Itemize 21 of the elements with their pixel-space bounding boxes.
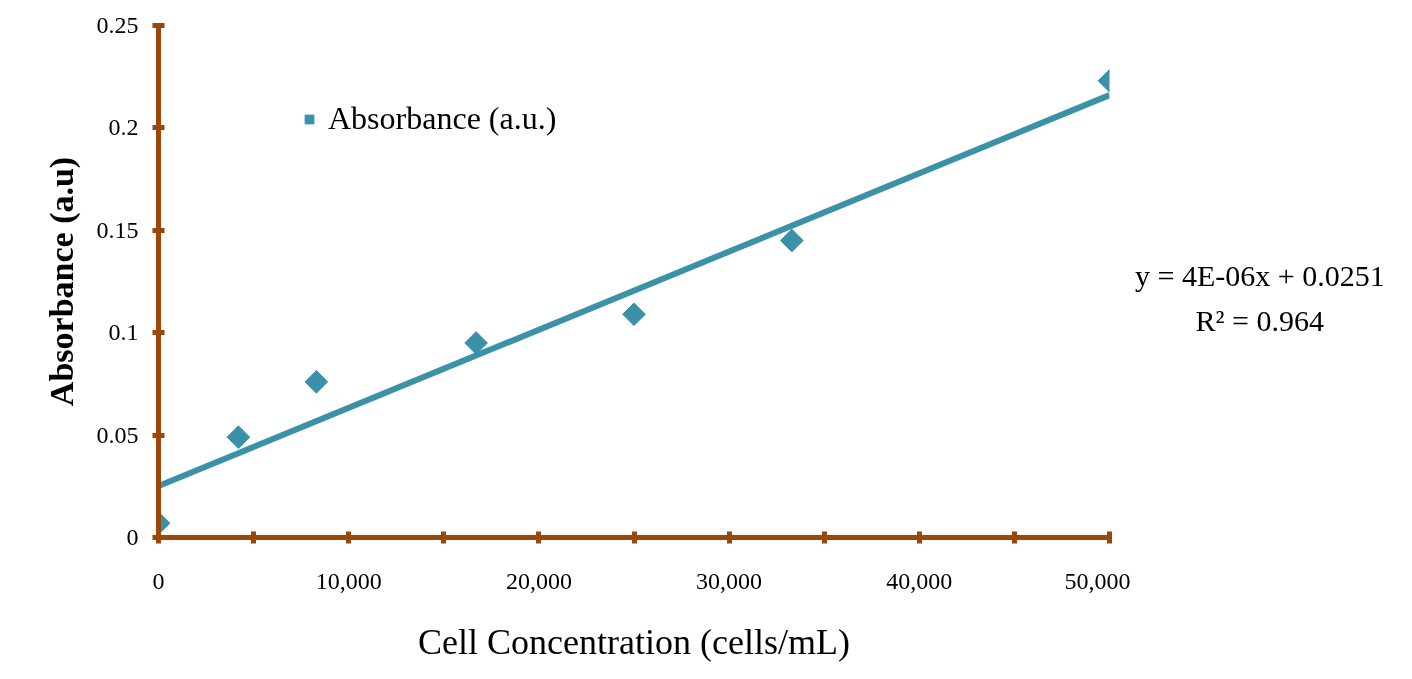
x-tick-label: 50,000 [1064, 567, 1131, 594]
point [304, 370, 329, 394]
y-tick-label: 0.2 [108, 114, 139, 141]
x-axis-title: Cell Concentration (cells/mL) [418, 621, 850, 662]
point [464, 331, 488, 355]
y-tick-label: 0.15 [96, 216, 139, 243]
y-tick-label: 0 [126, 524, 139, 550]
y-tick-label: 0.25 [96, 12, 139, 38]
x-tick-label: 0 [152, 567, 165, 594]
point [226, 425, 251, 449]
point [622, 302, 646, 327]
x-tick-label: 10,000 [315, 567, 382, 594]
y-tick-label: 0.05 [96, 421, 139, 448]
x-tick-label: 30,000 [696, 567, 763, 594]
text: y = 4E-06x + 0.0251 [1135, 258, 1385, 294]
legend-label: Absorbance (a.u.) [328, 100, 557, 137]
x-tick-label: 40,000 [886, 567, 953, 594]
y-tick-label: 0.1 [108, 319, 139, 346]
y-axis-title: Absorbance (a.u) [42, 156, 81, 407]
text: R² = 0.964 [1194, 303, 1326, 339]
x-tick-label: 20,000 [505, 567, 572, 594]
